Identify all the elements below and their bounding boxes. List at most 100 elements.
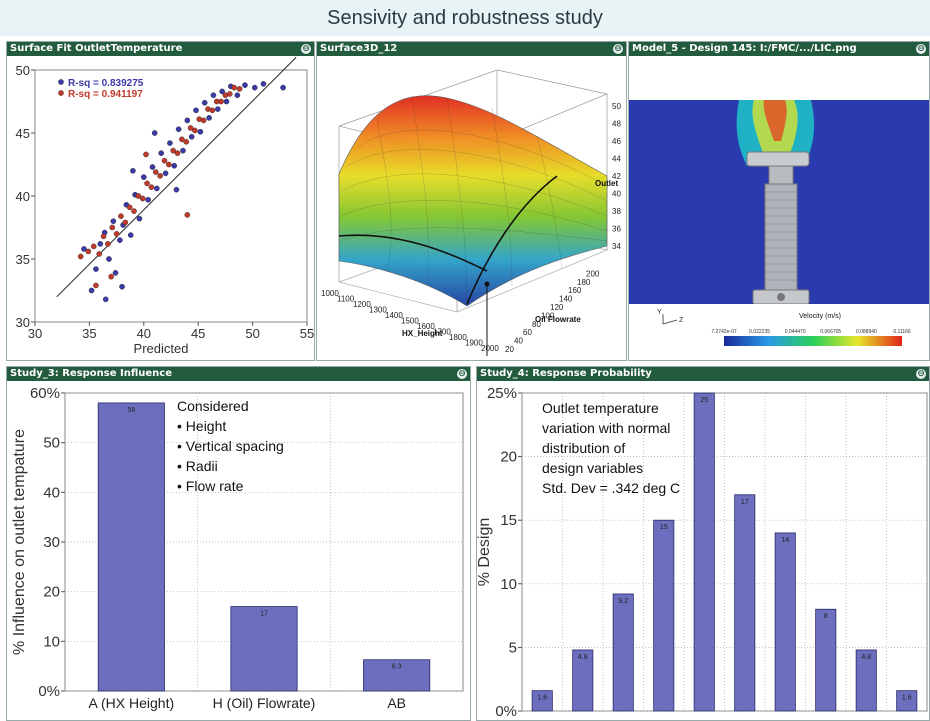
bar[interactable] (363, 659, 431, 692)
scatter-point (148, 184, 155, 190)
legend-label: R-sq = 0.941197 (68, 89, 143, 100)
cylinder-neck (768, 165, 794, 185)
annotation-line: • Height (177, 418, 226, 434)
surface-fit-panel: Surface Fit OutletTemperature ⊖ 30 35 40 45… (6, 41, 315, 361)
scatter-point (218, 98, 224, 105)
panel-header: Study_3: Response Influence ⊖ (7, 367, 470, 381)
bar[interactable] (97, 402, 165, 692)
axis-y-label: Y (657, 309, 662, 316)
bar[interactable] (612, 593, 634, 712)
y-tick-label: 10 (500, 576, 517, 593)
x-tick-label: 1700 (433, 328, 451, 337)
scatter-point (118, 213, 124, 219)
scatter-point (214, 106, 221, 112)
x-axis-label: HX_Height (402, 329, 443, 338)
scatter-point (145, 196, 151, 203)
scatter-point (209, 107, 216, 114)
scatter-point (219, 88, 225, 95)
y-axis-label: % Influence on outlet tempature (11, 429, 28, 655)
velocity-scale-label: 0.022235 (749, 329, 770, 335)
x-tick-label: AB (387, 695, 406, 711)
scatter-point (110, 218, 117, 224)
bar-value-label: 1.6 (902, 695, 912, 702)
bar[interactable] (693, 392, 715, 712)
scatter-point (152, 169, 159, 175)
panel-header: Surface3D_12 ⊖ (317, 42, 626, 56)
x-tick-label: 1100 (337, 295, 355, 304)
bar-value-label: 4.8 (578, 654, 588, 661)
x-tick-label: 50 (245, 326, 259, 341)
collapse-icon[interactable]: ⊖ (916, 369, 926, 379)
collapse-icon[interactable]: ⊖ (457, 369, 467, 379)
scatter-point (200, 117, 207, 124)
annotation-line: variation with normal (542, 420, 670, 436)
outlet-port (777, 293, 785, 301)
design-point[interactable] (484, 281, 490, 287)
bar[interactable] (653, 519, 675, 712)
scatter-point (174, 150, 181, 156)
collapse-icon[interactable]: ⊖ (301, 44, 311, 54)
y-tick-label: 20 (43, 584, 60, 601)
bar-value-label: 1.6 (537, 695, 547, 702)
scatter-point (193, 107, 199, 114)
collapse-icon[interactable]: ⊖ (916, 44, 926, 54)
bar[interactable] (774, 532, 796, 712)
bar[interactable] (734, 494, 756, 712)
scatter-point (184, 212, 191, 218)
scatter-point (226, 91, 233, 97)
scatter-point (157, 173, 163, 179)
scatter-point (113, 230, 120, 237)
scatter-point (135, 193, 142, 199)
bar[interactable] (531, 690, 553, 712)
y-tick-label: 160 (568, 286, 582, 295)
x-tick-label: 30 (28, 326, 42, 341)
scatter-point (206, 115, 212, 121)
bar-value-label: 58 (127, 407, 135, 414)
velocity-legend-title: Velocity (m/s) (799, 313, 841, 320)
z-tick-label: 42 (612, 172, 621, 181)
scatter-point (119, 283, 125, 290)
scatter-point (149, 164, 156, 170)
bar[interactable] (855, 649, 877, 712)
z-tick-label: 48 (612, 120, 621, 129)
z-tick-label: 36 (612, 225, 621, 234)
scatter-point (180, 147, 186, 154)
z-tick-label: 44 (612, 155, 621, 164)
bar[interactable] (230, 606, 298, 692)
y-tick-label: 5 (509, 639, 517, 656)
panel-header: Study_4: Response Probability ⊖ (477, 367, 929, 381)
response-probability-panel: Study_4: Response Probability ⊖ 0% 5 10 15 2… (476, 366, 930, 721)
surface-3d-chart[interactable]: 34 36 38 40 42 44 46 48 50 Outlet 1000110012001300… (317, 56, 626, 361)
scatter-point (158, 150, 165, 156)
annotation-line: Std. Dev = .342 deg C (542, 480, 680, 496)
velocity-scale-label: 0.088940 (856, 329, 877, 335)
axis-triad (662, 314, 678, 325)
x-tick-label: 1400 (385, 311, 403, 320)
model-panel: Model_5 - Design 145: I:/FMC/.../LIC.png… (628, 41, 930, 361)
collapse-icon[interactable]: ⊖ (613, 44, 623, 54)
y-tick-label: 0% (495, 703, 517, 720)
y-tick-label: 40 (514, 337, 523, 346)
scatter-point (166, 161, 172, 168)
y-tick-label: 40 (16, 189, 30, 204)
scatter-point (105, 241, 111, 247)
y-tick-label: 140 (559, 295, 573, 304)
y-tick-label: 15 (500, 512, 517, 529)
annotation-line: • Flow rate (177, 478, 244, 494)
scatter-point (90, 243, 97, 250)
panel-title: Model_5 - Design 145: I:/FMC/.../LIC.png (632, 43, 857, 54)
y-tick-label: 50 (43, 435, 60, 452)
bar[interactable] (896, 690, 918, 712)
bar[interactable] (572, 649, 594, 712)
panel-title: Surface Fit OutletTemperature (10, 43, 183, 54)
y-tick-label: 20 (500, 449, 517, 466)
bar[interactable] (815, 608, 837, 712)
scatter-point (127, 232, 134, 238)
scatter-point (280, 84, 286, 91)
legend-marker (58, 90, 64, 96)
scatter-point (173, 186, 180, 193)
y-axis-label: Oil Flowrate (535, 315, 581, 324)
z-tick-label: 40 (612, 190, 621, 199)
scatter-point (192, 127, 198, 134)
scatter-point (130, 168, 136, 174)
